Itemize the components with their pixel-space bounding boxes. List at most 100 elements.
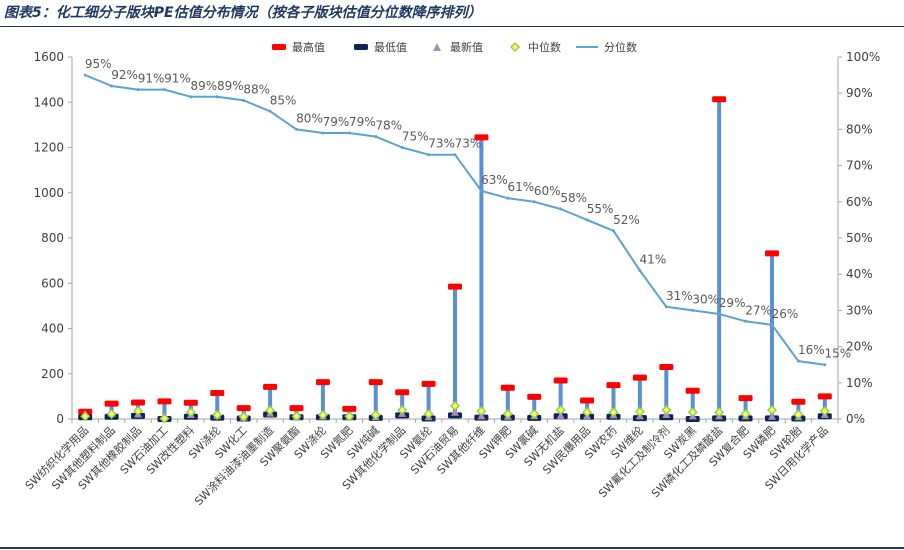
percentile-label: 75% (402, 130, 429, 144)
range-bar (426, 383, 431, 419)
median-marker (212, 409, 223, 420)
figure-title: 图表5：化工细分子版块PE估值分布情况（按各子版块估值分位数降序排列） (4, 5, 482, 21)
max-marker (104, 400, 119, 407)
percentile-label: 89% (217, 79, 244, 93)
percentile-point (136, 88, 140, 92)
max-marker (263, 383, 278, 390)
percentile-label: 85% (270, 93, 297, 107)
max-marker (474, 134, 489, 141)
median-marker (370, 409, 381, 420)
max-marker (738, 395, 753, 402)
percentile-line-layer (83, 73, 827, 367)
y-right-tick-label: 90% (846, 86, 873, 100)
percentile-point (215, 95, 219, 99)
y-right-tick-label: 60% (846, 195, 873, 209)
percentile-label: 27% (745, 303, 772, 317)
percentile-point (691, 308, 695, 312)
percentile-label: 16% (798, 343, 825, 357)
range-bar (400, 392, 405, 416)
markers (78, 96, 832, 424)
y-right-tick-label: 40% (846, 267, 873, 281)
range-bar (373, 382, 378, 418)
latest-marker (451, 408, 459, 416)
data-labels: 95%92% 91% 91%89% 89% 88%85%80% 79% 79% 78%75%7… (85, 57, 851, 361)
range-bar (637, 377, 642, 419)
percentile-label: 89% (191, 79, 218, 93)
percentile-label: 52% (613, 213, 640, 227)
percentile-point (242, 98, 246, 102)
range-bar (664, 366, 669, 418)
median-marker (555, 404, 566, 416)
median-marker (529, 408, 540, 420)
latest-marker (767, 412, 776, 420)
y-right-tick-label: 50% (846, 231, 873, 245)
percentile-point (585, 218, 589, 222)
median-marker (185, 407, 196, 418)
percentile-label: 55% (587, 202, 614, 216)
percentile-point (770, 323, 774, 327)
y-left-tick-label: 1000 (33, 186, 64, 200)
max-marker (632, 374, 647, 381)
percentile-label: 31% (666, 289, 693, 303)
max-marker (500, 384, 515, 391)
latest-marker (556, 411, 565, 419)
range-bar (769, 253, 774, 419)
y-right-tick-label: 70% (846, 159, 873, 173)
range-bar (717, 99, 722, 419)
median-marker (449, 400, 461, 411)
percentile-point (638, 269, 642, 273)
max-marker (817, 393, 832, 400)
median-marker (634, 406, 645, 417)
max-marker (315, 379, 330, 386)
max-marker (183, 399, 198, 406)
percentile-point (744, 319, 748, 323)
percentile-point (374, 135, 378, 139)
percentile-point (162, 88, 166, 92)
legend-latest-swatch (433, 43, 441, 51)
max-marker (210, 389, 225, 396)
y-left-tick-label: 200 (41, 367, 64, 381)
percentile-label: 80% (296, 111, 323, 125)
max-marker (131, 399, 146, 406)
median-marker (291, 411, 302, 422)
percentile-label: 73% (455, 137, 482, 151)
range-bar (479, 137, 484, 418)
percentile-label: 73% (428, 137, 455, 151)
percentile-point (347, 131, 351, 135)
y-right-tick-label: 100% (846, 50, 880, 64)
percentile-point (611, 229, 615, 233)
max-marker (527, 393, 542, 400)
percentile-point (717, 312, 721, 316)
y-right-tick-label: 10% (846, 376, 873, 390)
median-marker (687, 407, 698, 418)
y-left-tick-label: 1600 (33, 50, 64, 64)
legend-label: 最新值 (450, 40, 483, 54)
percentile-label: 88% (243, 82, 270, 96)
range-bar (690, 390, 695, 419)
range-bar (268, 386, 273, 415)
percentile-label: 61% (507, 180, 534, 194)
percentile-point (427, 153, 431, 157)
percentile-point (400, 146, 404, 149)
max-marker (342, 405, 357, 412)
percentile-label: 79% (323, 115, 350, 129)
median-marker (582, 407, 593, 418)
median-marker (476, 406, 487, 417)
percentile-label: 15% (824, 347, 851, 361)
median-marker (397, 404, 408, 416)
y-right-tick-label: 80% (846, 122, 873, 136)
y-left-tick-label: 1200 (33, 141, 64, 155)
percentile-label: 30% (692, 292, 719, 306)
median-marker (793, 409, 804, 420)
percentile-label: 91% (138, 72, 165, 86)
percentile-label: 58% (560, 191, 587, 205)
y-left-tick-label: 600 (41, 276, 64, 290)
percentile-point (532, 200, 536, 204)
y-right-tick-label: 20% (846, 340, 873, 354)
legend-max-swatch (272, 44, 286, 50)
percentile-point (559, 207, 563, 211)
max-marker (712, 96, 727, 103)
range-bar (611, 385, 616, 417)
max-marker (764, 250, 779, 257)
legend-label: 中位数 (528, 40, 561, 54)
